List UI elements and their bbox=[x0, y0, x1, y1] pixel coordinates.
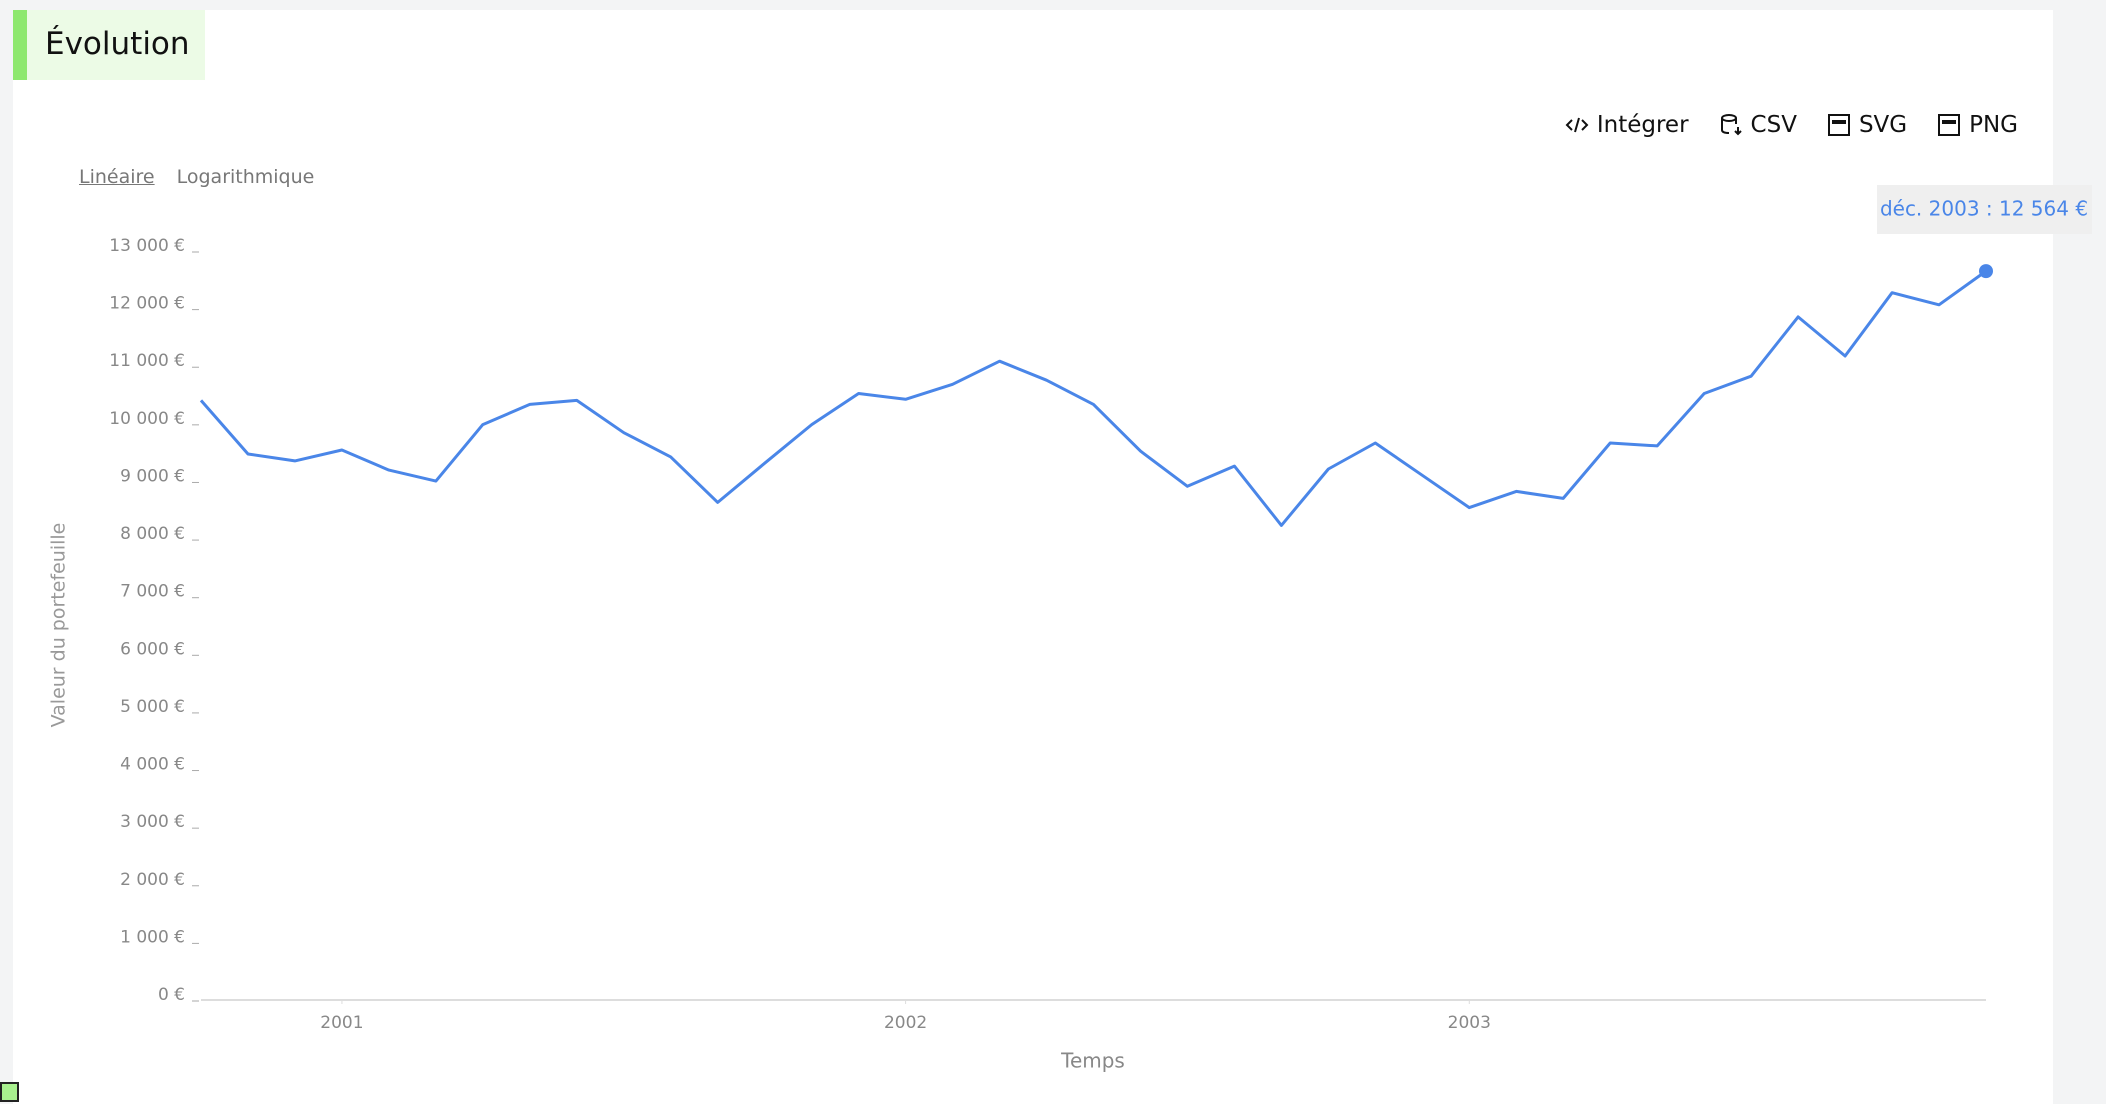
linear-option[interactable]: Linéaire bbox=[79, 166, 155, 188]
label: PNG bbox=[1969, 112, 2018, 138]
icon bbox=[1565, 117, 1589, 133]
label: CSV bbox=[1750, 112, 1797, 138]
label: Intégrer bbox=[1596, 112, 1689, 138]
x-tick-label: 2001 bbox=[320, 1013, 363, 1033]
x-tick-label: 2003 bbox=[1448, 1013, 1491, 1033]
y-tick-label: 10 000 € bbox=[109, 409, 185, 429]
y-tick-label: 8 000 € bbox=[120, 524, 185, 544]
tooltip: déc. 2003 : 12 564 € bbox=[1880, 197, 2088, 221]
icon bbox=[1938, 114, 1961, 136]
embed-button[interactable]: Intégrer bbox=[1565, 112, 1689, 138]
corner-widget bbox=[0, 1082, 19, 1102]
scale-toggle: Linéaire Logarithmique bbox=[79, 166, 314, 188]
y-tick-label: 12 000 € bbox=[109, 294, 185, 314]
y-tick-label: 1 000 € bbox=[120, 927, 185, 947]
y-tick-label: 5 000 € bbox=[120, 697, 185, 717]
icon bbox=[1720, 114, 1742, 136]
y-tick-label: 7 000 € bbox=[120, 582, 185, 602]
toolbar: Intégrer CSV SVG PNG bbox=[1565, 112, 2018, 138]
x-axis-title: Temps bbox=[1060, 1049, 1125, 1073]
svg-button[interactable]: SVG bbox=[1827, 112, 1907, 138]
title-tab: Évolution bbox=[13, 10, 205, 80]
label: SVG bbox=[1858, 112, 1908, 138]
y-tick-label: 2 000 € bbox=[120, 870, 185, 890]
y-tick-label: 9 000 € bbox=[120, 466, 185, 486]
icon bbox=[1827, 114, 1850, 136]
csv-button[interactable]: CSV bbox=[1719, 112, 1797, 138]
log-option[interactable]: Logarithmique bbox=[176, 166, 315, 188]
card bbox=[13, 10, 2053, 1104]
y-axis-title: Valeur du portefeuille bbox=[48, 523, 70, 728]
y-tick-label: 6 000 € bbox=[120, 639, 185, 659]
x-tick-label: 2002 bbox=[884, 1013, 927, 1033]
highlight-point bbox=[1979, 264, 1993, 279]
series-line bbox=[199, 269, 1987, 527]
y-tick-label: 4 000 € bbox=[120, 755, 185, 775]
y-tick-label: 13 000 € bbox=[109, 236, 185, 256]
y-tick-label: 3 000 € bbox=[120, 812, 185, 832]
title: Évolution bbox=[45, 26, 190, 62]
y-tick-label: 11 000 € bbox=[109, 351, 185, 371]
tooltip-box bbox=[1877, 185, 2092, 234]
y-tick-label: 0 € bbox=[158, 985, 185, 1005]
png-button[interactable]: PNG bbox=[1937, 112, 2018, 138]
